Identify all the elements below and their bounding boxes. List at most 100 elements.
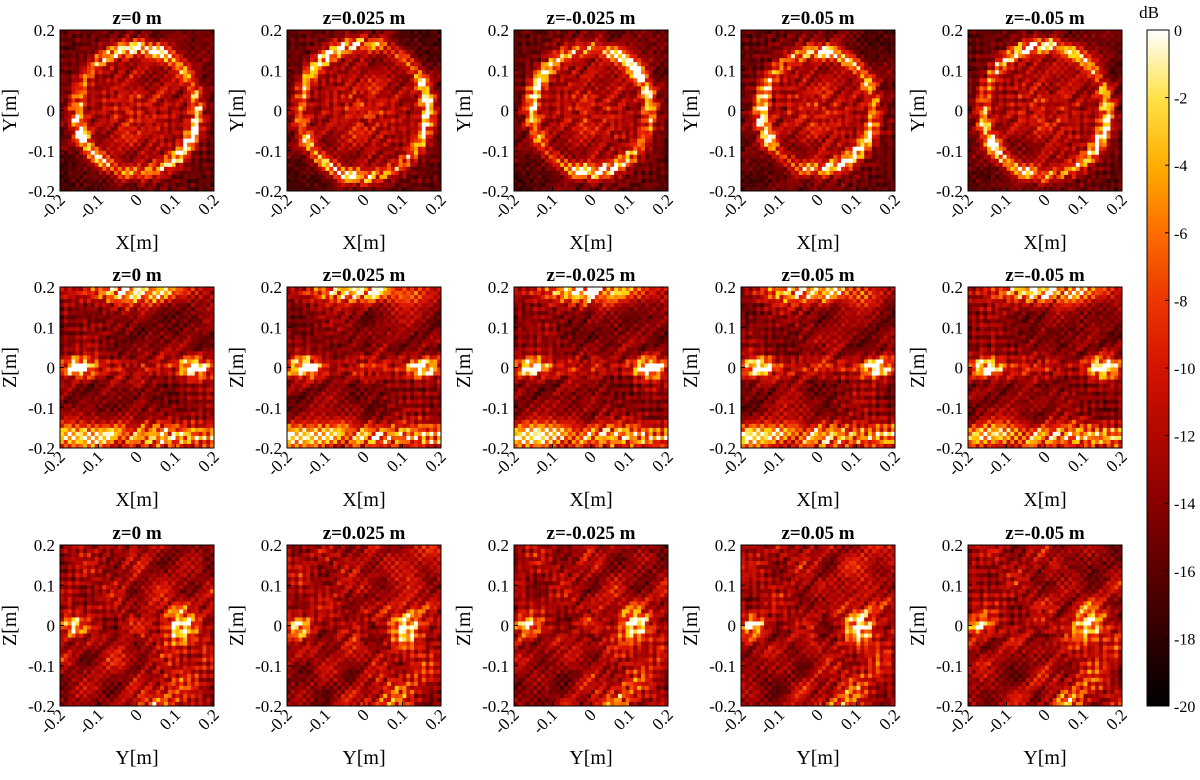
heatmap-image [968, 30, 1122, 191]
y-axis-label: Y[m] [226, 89, 248, 132]
x-axis-label: X[m] [796, 489, 839, 511]
y-tick-label: 0.2 [715, 278, 736, 297]
x-tick-label: -0.1 [756, 705, 788, 737]
heatmap-image [287, 287, 441, 448]
panel-title: z=0.025 m [323, 265, 406, 286]
y-axis-label: Z[m] [907, 605, 929, 646]
y-tick-label: -0.1 [482, 657, 509, 676]
x-tick-label: 0.2 [194, 447, 222, 475]
y-axis-label: Y[m] [680, 89, 702, 132]
y-tick-label: 0.2 [488, 21, 509, 40]
heatmap-image [287, 545, 441, 706]
panel-title: z=0 m [112, 265, 162, 286]
y-tick-label: -0.1 [709, 399, 736, 418]
y-tick-label: 0 [274, 359, 283, 378]
x-tick-label: 0 [580, 447, 599, 466]
y-axis-label: Y[m] [453, 89, 475, 132]
heatmap-image [514, 287, 668, 448]
x-tick-label: 0.1 [383, 190, 411, 218]
x-tick-label: 0.1 [383, 447, 411, 475]
y-tick-label: 0 [47, 359, 56, 378]
panel-title: z=0.05 m [781, 523, 854, 544]
x-axis-label: X[m] [342, 232, 385, 254]
x-tick-label: 0.2 [421, 190, 449, 218]
x-tick-label: 0.1 [610, 447, 638, 475]
panel-title: z=0.025 m [323, 8, 406, 29]
x-tick-label: 0.2 [875, 190, 903, 218]
y-tick-label: 0.1 [34, 61, 55, 80]
heatmap-image [968, 287, 1122, 448]
colorbar-tick-label: -8 [1174, 293, 1187, 310]
y-tick-label: -0.1 [482, 142, 509, 161]
x-axis-label: X[m] [796, 232, 839, 254]
y-axis-label: Y[m] [907, 89, 929, 132]
y-axis-label: Z[m] [680, 605, 702, 646]
colorbar-tick-label: -12 [1174, 429, 1195, 446]
colorbar-tick-label: -6 [1174, 226, 1187, 243]
y-tick-label: 0 [955, 359, 964, 378]
x-tick-label: 0 [580, 705, 599, 724]
x-axis-label: X[m] [569, 232, 612, 254]
x-tick-label: -0.1 [75, 190, 107, 222]
x-axis-label: X[m] [342, 489, 385, 511]
x-tick-label: 0 [807, 705, 826, 724]
y-tick-label: 0.1 [261, 61, 282, 80]
y-tick-label: 0.2 [34, 536, 55, 555]
colorbar-tick-label: -4 [1174, 158, 1187, 175]
panel-title: z=-0.05 m [1005, 8, 1085, 29]
x-tick-label: 0.1 [837, 447, 865, 475]
y-tick-label: 0.2 [942, 536, 963, 555]
x-tick-label: -0.1 [75, 705, 107, 737]
y-tick-label: -0.1 [709, 142, 736, 161]
y-tick-label: 0 [501, 359, 510, 378]
panel-title: z=0 m [112, 523, 162, 544]
y-axis-label: Z[m] [453, 605, 475, 646]
x-tick-label: 0.2 [1102, 705, 1130, 733]
y-tick-label: -0.1 [482, 399, 509, 418]
x-axis-label: X[m] [1023, 232, 1066, 254]
y-tick-label: 0 [47, 102, 56, 121]
x-tick-label: 0.1 [383, 705, 411, 733]
x-axis-label: Y[m] [342, 747, 385, 769]
y-axis-label: Z[m] [0, 605, 21, 646]
y-tick-label: 0.2 [261, 21, 282, 40]
heatmap-image [60, 545, 214, 706]
y-tick-label: -0.1 [709, 657, 736, 676]
colorbar-tick-label: -2 [1174, 91, 1187, 108]
x-tick-label: -0.1 [529, 190, 561, 222]
y-tick-label: -0.1 [28, 142, 55, 161]
panel-title: z=0.05 m [781, 265, 854, 286]
x-tick-label: -0.1 [983, 447, 1015, 479]
y-axis-label: Z[m] [226, 605, 248, 646]
x-tick-label: 0.2 [421, 705, 449, 733]
x-tick-label: -0.1 [302, 190, 334, 222]
heatmap-image [968, 545, 1122, 706]
heatmap-image [514, 30, 668, 191]
y-tick-label: 0.1 [488, 61, 509, 80]
x-tick-label: 0.2 [1102, 447, 1130, 475]
x-tick-label: 0 [353, 190, 372, 209]
panel-title: z=-0.025 m [547, 8, 636, 29]
y-tick-label: 0 [955, 102, 964, 121]
colorbar-tick-label: 0 [1174, 23, 1182, 40]
x-tick-label: -0.1 [983, 190, 1015, 222]
heatmap-image [60, 30, 214, 191]
y-tick-label: 0.2 [261, 278, 282, 297]
x-tick-label: 0.1 [610, 190, 638, 218]
x-tick-label: 0 [126, 190, 145, 209]
x-tick-label: 0 [126, 705, 145, 724]
x-tick-label: 0.1 [1064, 705, 1092, 733]
y-tick-label: 0.1 [34, 318, 55, 337]
y-tick-label: 0 [274, 102, 283, 121]
y-tick-label: 0.1 [715, 576, 736, 595]
y-tick-label: -0.1 [936, 142, 963, 161]
colorbar-tick-label: -18 [1174, 631, 1195, 648]
